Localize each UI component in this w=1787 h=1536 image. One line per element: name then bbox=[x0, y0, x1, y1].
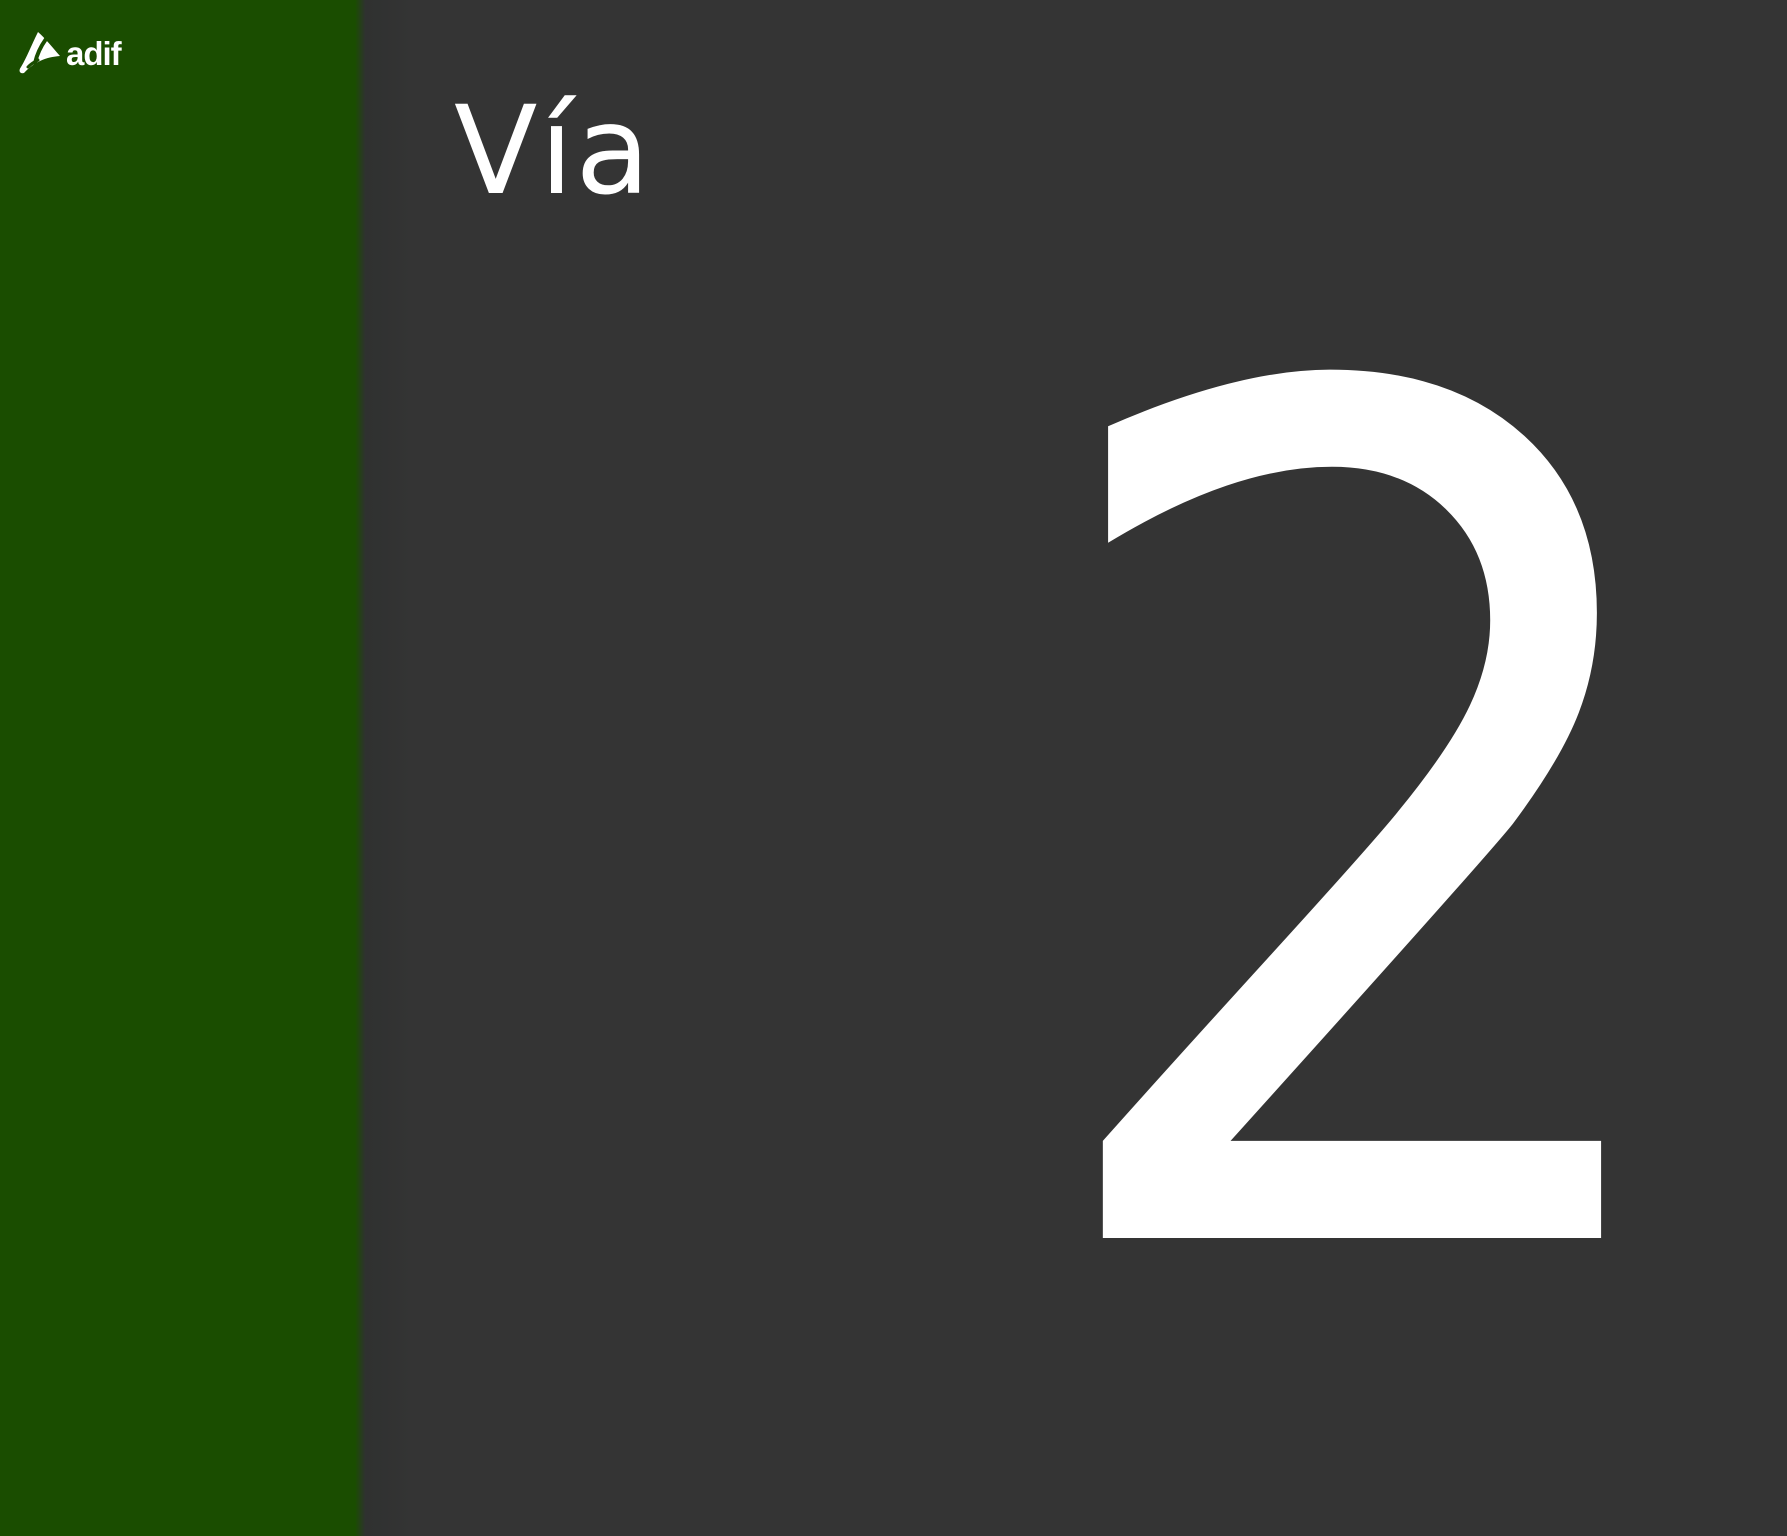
adif-logo-icon bbox=[19, 32, 60, 74]
platform-label: Vía bbox=[454, 80, 653, 222]
platform-number: 2 bbox=[1024, 152, 1709, 1514]
left-brand-panel: adif bbox=[0, 0, 361, 1536]
adif-logo: adif bbox=[18, 28, 122, 76]
brand-name: adif bbox=[66, 34, 122, 72]
panel-shadow bbox=[355, 0, 413, 1536]
